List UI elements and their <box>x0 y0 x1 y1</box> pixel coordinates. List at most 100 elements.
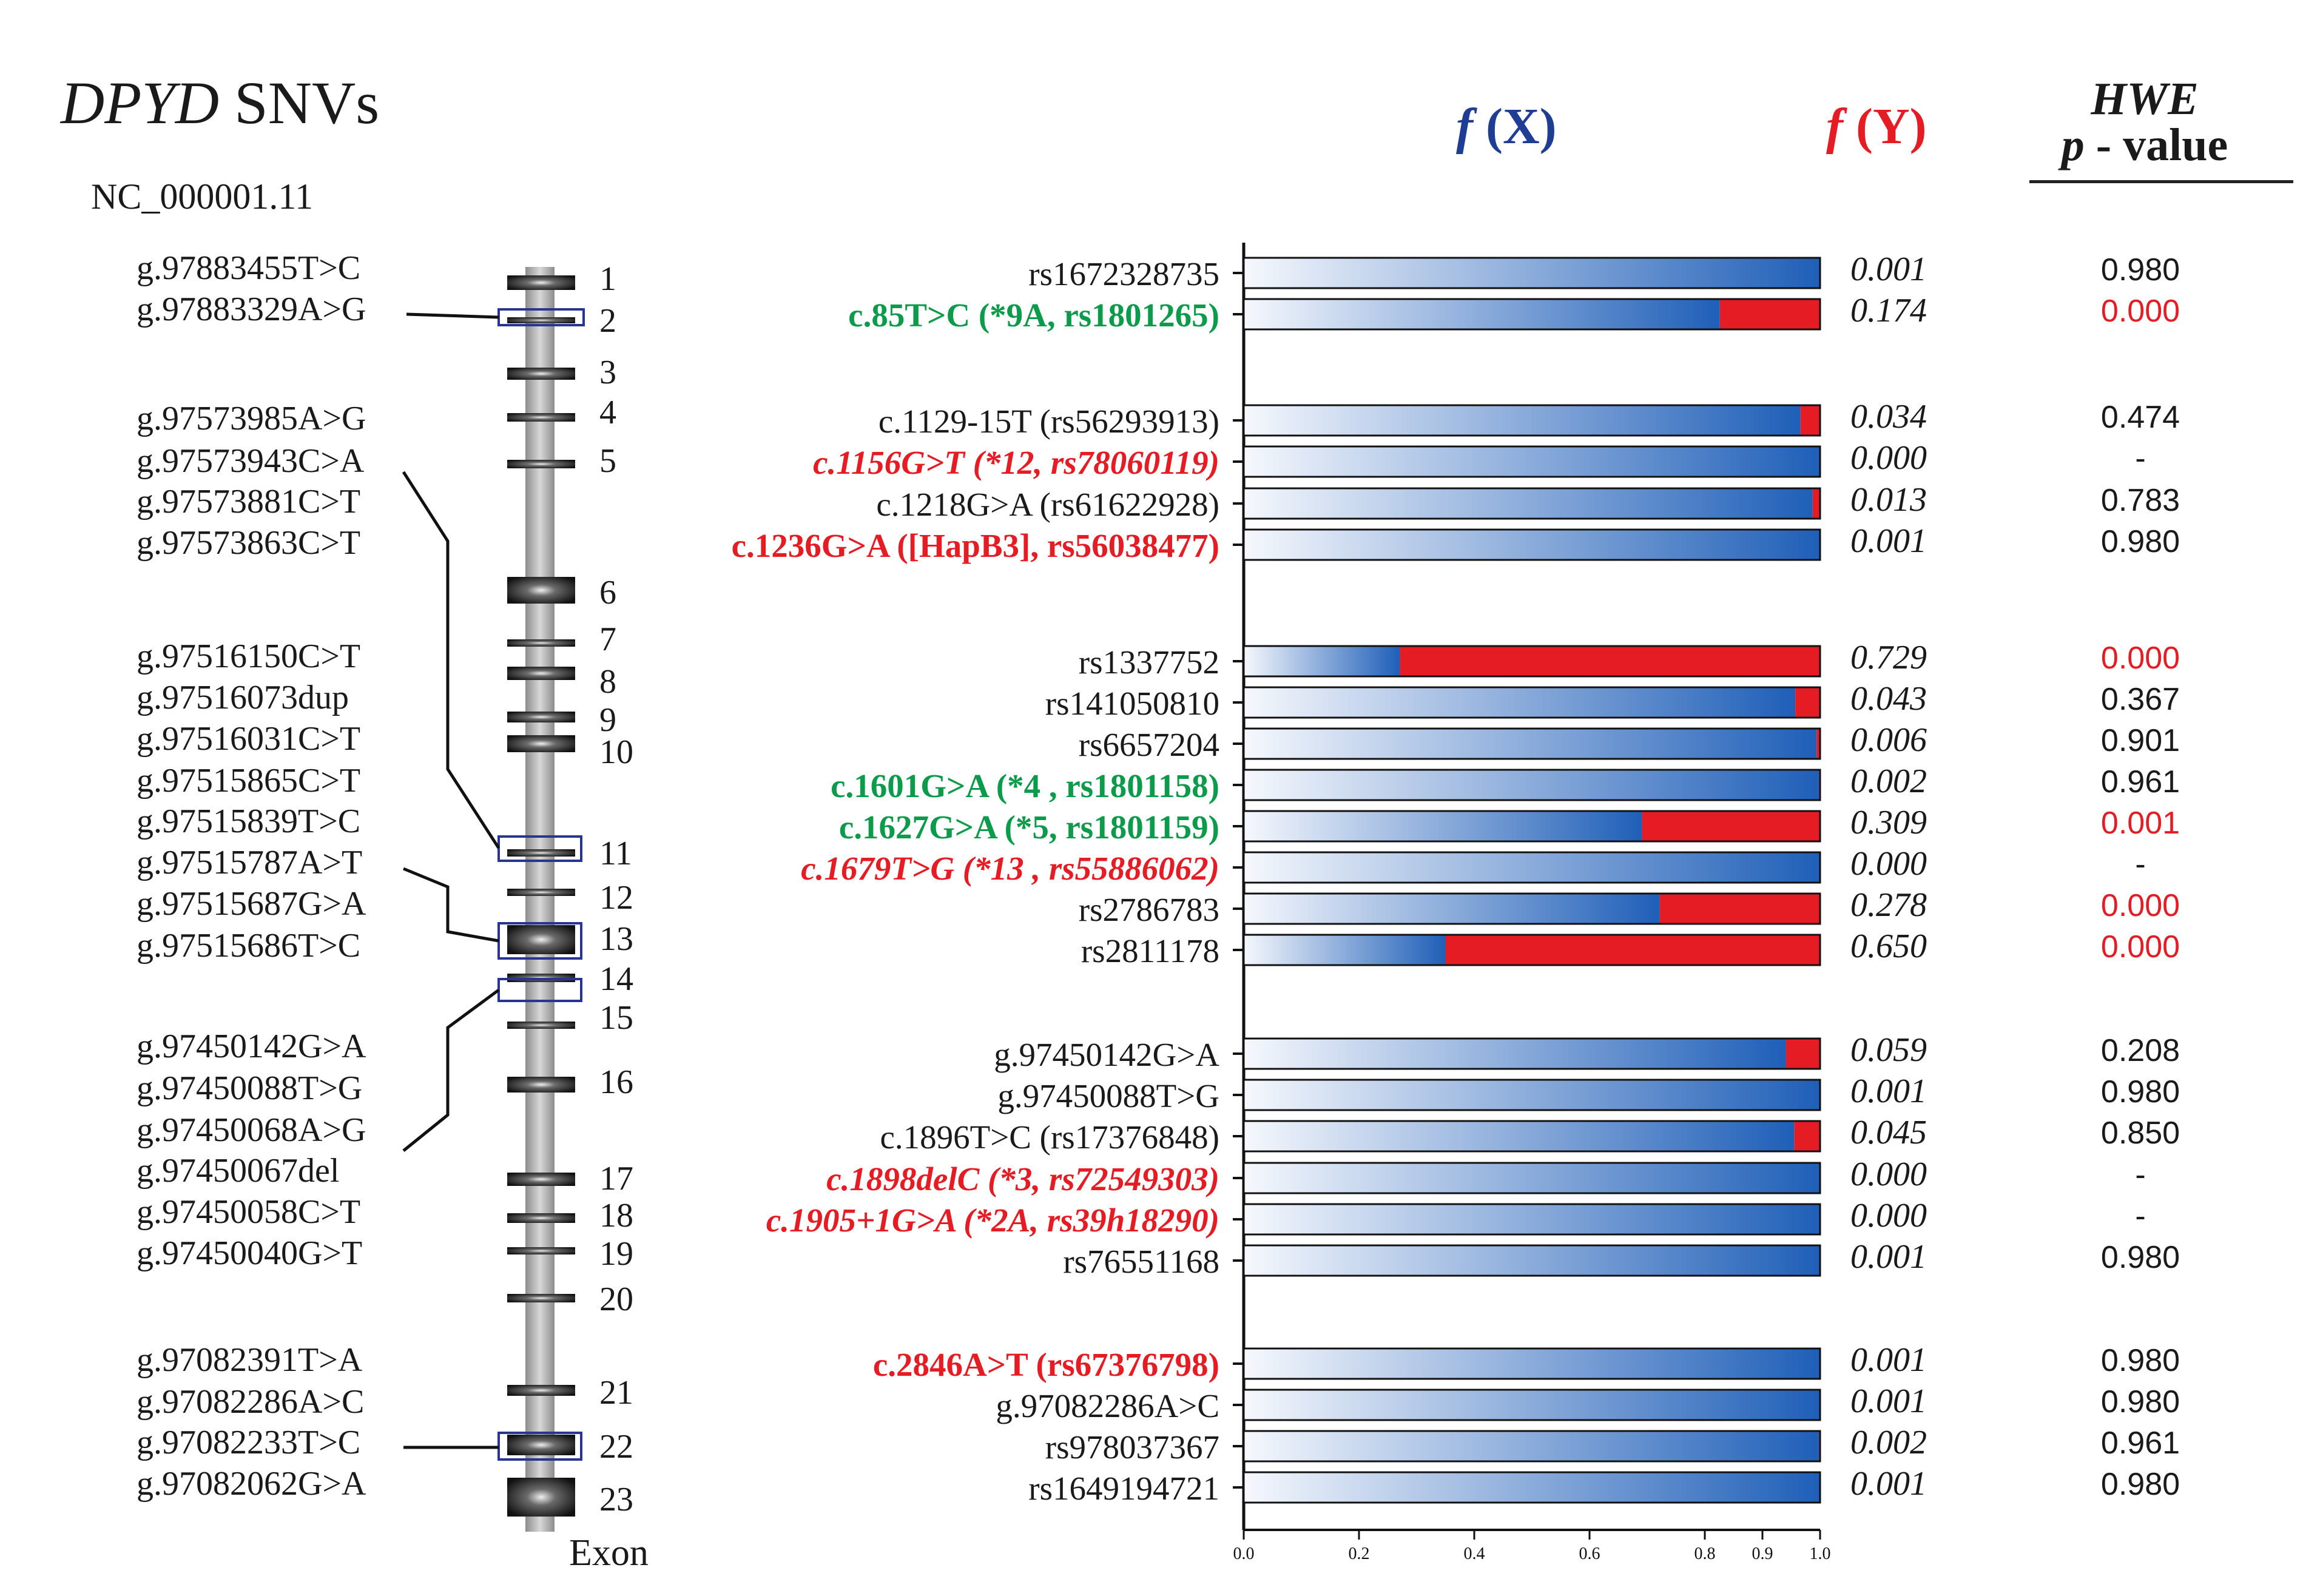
exon-number: 10 <box>599 733 633 771</box>
accession-label: NC_000001.11 <box>91 177 314 217</box>
bar-outline <box>1243 1037 1821 1070</box>
exon-number: 4 <box>599 394 616 431</box>
bar-outline <box>1243 404 1821 437</box>
fx-bar <box>1244 1163 1820 1193</box>
exon-highlight-box <box>497 835 582 862</box>
bar-outline <box>1243 487 1821 520</box>
fy-value-label: 0.174 <box>1850 292 1927 329</box>
fy-value-label: 0.059 <box>1850 1031 1927 1069</box>
exon-10-marker <box>507 735 575 752</box>
gene-diagram <box>497 267 585 1532</box>
fy-value-label: 0.000 <box>1850 1156 1927 1193</box>
variant-row-label: g.97082286A>C <box>996 1387 1219 1424</box>
fy-bar <box>1795 687 1820 718</box>
fy-value-label: 0.309 <box>1850 804 1927 841</box>
variant-row-label: c.1218G>A (rs61622928) <box>876 486 1219 523</box>
variant-row-label: c.1679T>G (*13 , rs55886062) <box>801 850 1219 887</box>
bar-outline <box>1243 1244 1821 1277</box>
bar-outline <box>1243 727 1821 760</box>
genomic-variant-label: g.97082286A>C <box>137 1383 365 1421</box>
bar-outline <box>1243 934 1821 966</box>
genomic-variant-label: g.97450058C>T <box>137 1193 361 1231</box>
variant-row-label: c.1129-15T (rs56293913) <box>878 403 1219 440</box>
genomic-variant-label: g.97450040G>T <box>137 1234 363 1272</box>
fx-bar <box>1244 1245 1820 1276</box>
hwe-value-label: 0.001 <box>2101 806 2180 841</box>
gene-body <box>525 267 555 1532</box>
bar-outline <box>1243 257 1821 289</box>
fx-bar <box>1244 1390 1820 1420</box>
genomic-variant-label: g.97082062G>A <box>137 1465 366 1503</box>
exon-23-marker <box>507 1478 575 1517</box>
fy-value-label: 0.650 <box>1850 928 1927 965</box>
bar-outline <box>1243 1430 1821 1463</box>
exon-3-marker <box>507 368 575 380</box>
genomic-variant-label: g.97450142G>A <box>137 1028 366 1065</box>
hwe-value-label: 0.980 <box>2101 1343 2180 1378</box>
bar-outline <box>1243 528 1821 561</box>
bar-outline <box>1243 1471 1821 1504</box>
fy-value-label: 0.002 <box>1850 1424 1927 1461</box>
exon-number: 22 <box>599 1428 633 1466</box>
fx-bar <box>1244 1204 1820 1234</box>
hwe-value-label: 0.980 <box>2101 524 2180 559</box>
connector-line <box>406 312 499 319</box>
fy-bar <box>1785 1039 1820 1069</box>
connector-line <box>402 988 500 1152</box>
x-tick-label: 0.4 <box>1464 1544 1485 1563</box>
exon-number: 12 <box>599 879 633 917</box>
fy-bar <box>1445 935 1820 965</box>
fx-bar <box>1244 935 1446 965</box>
hwe-value-label: 0.367 <box>2101 682 2180 717</box>
hwe-value-label: 0.980 <box>2101 1240 2180 1275</box>
hwe-value-label: 0.901 <box>2101 723 2180 758</box>
bar-outline <box>1243 851 1821 884</box>
genomic-variant-label: g.97515865C>T <box>137 762 361 800</box>
fx-bar <box>1244 894 1660 924</box>
fx-bar <box>1244 299 1720 329</box>
hwe-value-label: 0.000 <box>2101 929 2180 965</box>
fy-bar <box>1816 729 1820 759</box>
exon-number: 1 <box>599 260 616 298</box>
genomic-variant-label: g.97082233T>C <box>137 1424 361 1461</box>
x-tick-label: 0.9 <box>1752 1544 1773 1563</box>
variant-row-label: rs6657204 <box>1079 726 1219 763</box>
variant-row-label: g.97450142G>A <box>994 1036 1219 1073</box>
genomic-variant-label: g.97450068A>G <box>137 1111 366 1149</box>
fy-bar <box>1812 488 1820 519</box>
bar-outline <box>1243 810 1821 843</box>
fy-value-label: 0.001 <box>1850 1465 1927 1503</box>
hwe-value-label: - <box>2135 847 2145 882</box>
fy-value-label: 0.000 <box>1850 1197 1927 1234</box>
bar-outline <box>1243 645 1821 678</box>
exon-number: 11 <box>599 835 632 872</box>
connector-line <box>402 471 501 849</box>
genomic-variant-label: g.97883329A>G <box>137 291 366 328</box>
variant-row-label: rs2811178 <box>1081 932 1219 969</box>
bar-outline <box>1243 769 1821 801</box>
fy-value-label: 0.034 <box>1850 398 1927 436</box>
genomic-variant-label: g.97573985A>G <box>137 400 366 437</box>
exon-number: 7 <box>599 621 616 658</box>
exon-19-marker <box>507 1247 575 1254</box>
fy-value-label: 0.000 <box>1850 845 1927 883</box>
fy-value-label: 0.001 <box>1850 1341 1927 1379</box>
bar-outline <box>1243 686 1821 719</box>
hwe-value-label: 0.850 <box>2101 1116 2180 1151</box>
exon-axis-label: Exon <box>569 1532 649 1574</box>
exon-number: 21 <box>599 1374 633 1412</box>
hwe-value-label: 0.980 <box>2101 1467 2180 1502</box>
variant-row-label: rs1337752 <box>1079 644 1219 681</box>
fx-bar <box>1244 1080 1820 1110</box>
exon-15-marker <box>507 1022 575 1029</box>
hwe-header-underline <box>2029 180 2293 183</box>
exon-number: 6 <box>599 574 616 611</box>
fx-bar <box>1244 1431 1819 1461</box>
fy-value-label: 0.001 <box>1850 1238 1927 1276</box>
exon-number: 14 <box>599 960 633 998</box>
genomic-variant-label: g.97883455T>C <box>137 249 361 287</box>
bar-outline <box>1243 1079 1821 1111</box>
fy-value-label: 0.000 <box>1850 439 1927 477</box>
variant-row-label: c.1601G>A (*4 , rs1801158) <box>831 767 1219 804</box>
figure-title: DPYD SNVs <box>61 69 380 136</box>
